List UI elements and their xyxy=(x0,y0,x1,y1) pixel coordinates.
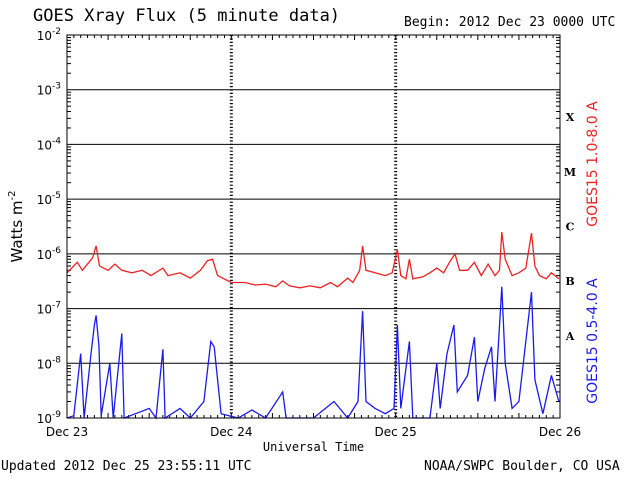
y-axis-label: Watts m-2 xyxy=(7,190,26,262)
x-tick-label: Dec 25 xyxy=(375,425,417,439)
x-axis-label: Universal Time xyxy=(263,440,364,454)
flare-class-X: X xyxy=(566,111,575,124)
legend-short-channel: GOES15 0.5-4.0 A xyxy=(585,278,601,404)
flare-class-labels: X M C B A xyxy=(564,111,576,343)
credit-text: NOAA/SWPC Boulder, CO USA xyxy=(424,459,620,474)
flare-class-C: C xyxy=(566,221,575,234)
y-tick-label: 10-6 xyxy=(37,246,62,262)
series-line-short xyxy=(66,286,560,420)
flare-class-B: B xyxy=(565,275,574,288)
y-tick-labels: 10-2 10-3 10-4 10-5 10-6 10-7 10-8 10-9 xyxy=(37,27,62,426)
gridlines xyxy=(67,35,560,418)
y-tick-label: 10-3 xyxy=(37,82,61,98)
y-tick-label: 10-5 xyxy=(37,191,61,207)
y-tick-label: 10-9 xyxy=(37,410,62,426)
minor-ticks xyxy=(67,35,560,418)
y-tick-label: 10-8 xyxy=(37,355,62,371)
x-tick-label: Dec 24 xyxy=(210,425,252,439)
chart-title: GOES Xray Flux (5 minute data) xyxy=(33,6,341,26)
flare-class-A: A xyxy=(565,330,575,343)
x-tick-label: Dec 26 xyxy=(539,425,581,439)
y-tick-label: 10-4 xyxy=(37,136,62,152)
legend-long-channel: GOES15 1.0-8.0 A xyxy=(585,101,601,227)
begin-time: Begin: 2012 Dec 23 0000 UTC xyxy=(404,15,616,30)
x-tick-label: Dec 23 xyxy=(46,425,88,439)
flare-class-M: M xyxy=(564,166,576,179)
y-axis-label-exponent: -2 xyxy=(7,190,18,200)
y-axis-label-text: Watts m xyxy=(8,200,26,262)
plot-frame xyxy=(66,34,561,419)
series-lines xyxy=(66,232,560,420)
y-tick-label: 10-2 xyxy=(37,27,61,43)
series-line-long xyxy=(66,232,560,289)
y-tick-label: 10-7 xyxy=(37,301,61,317)
updated-time: Updated 2012 Dec 25 23:55:11 UTC xyxy=(1,459,252,474)
x-tick-labels: Dec 23 Dec 24 Dec 25 Dec 26 xyxy=(46,425,581,439)
